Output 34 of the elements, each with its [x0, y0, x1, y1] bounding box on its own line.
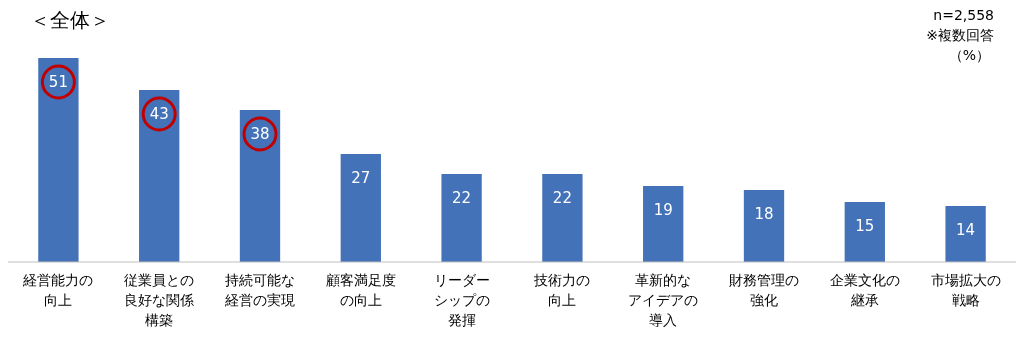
data-label: 22: [552, 189, 572, 207]
x-tick-label: 顧客満足度の向上: [325, 272, 396, 308]
chart-title: ＜全体＞: [30, 8, 110, 32]
data-label: 22: [452, 189, 472, 207]
data-label: 43: [149, 105, 169, 123]
x-tick-label: 技術力の向上: [533, 272, 591, 308]
data-label: 51: [48, 73, 68, 91]
x-tick-label: 市場拡大の戦略: [930, 272, 1001, 308]
text: n=2,558: [933, 7, 994, 23]
x-tick-label: 財務管理の強化: [729, 272, 799, 308]
bar: [844, 202, 885, 262]
data-label: 19: [653, 201, 673, 219]
bar: [38, 58, 79, 262]
bar: [643, 186, 684, 262]
x-tick-label: 持続可能な経営の実現: [224, 272, 295, 308]
data-label: 14: [956, 221, 976, 239]
bar: [945, 206, 986, 262]
x-tick-label: 革新的なアイデアの導入: [628, 272, 699, 328]
text: ※複数回答: [926, 27, 994, 43]
bar: [441, 174, 482, 262]
annotation: （%）: [948, 47, 990, 63]
x-tick-label: リーダーシップの発揮: [433, 272, 490, 328]
bar: [542, 174, 583, 262]
bar: [239, 110, 281, 262]
x-tick-label: 経営能力の向上: [22, 272, 94, 308]
x-tick-label: 従業員との良好な関係構築: [124, 272, 195, 328]
data-label: 27: [351, 169, 371, 187]
data-label: 15: [855, 217, 875, 235]
bar: [139, 90, 180, 262]
data-label: 38: [250, 125, 270, 143]
x-tick-label: 企業文化の継承: [829, 272, 900, 308]
data-label: 18: [754, 205, 774, 223]
bar: [743, 190, 785, 262]
bar: [340, 154, 381, 262]
